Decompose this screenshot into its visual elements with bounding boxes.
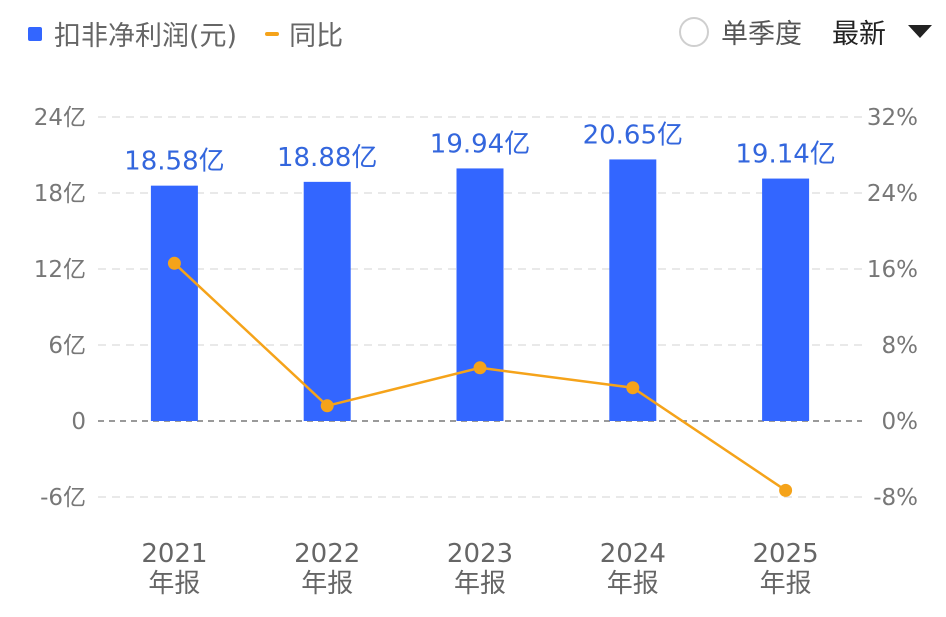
right-tick-label: -8% (873, 485, 918, 511)
left-tick-label: 12亿 (34, 257, 86, 283)
left-tick-label: 6亿 (48, 333, 86, 359)
data-labels: 18.58亿 18.88亿 19.94亿 20.65亿 19.14亿 (124, 120, 836, 176)
bar-2025[interactable] (762, 178, 810, 421)
x-category-year: 2024 (600, 539, 666, 569)
right-tick-label: 24% (867, 181, 918, 207)
x-category-period: 年报 (148, 569, 200, 599)
left-axis-ticks: 24亿 18亿 12亿 6亿 0 -6亿 (34, 105, 86, 511)
x-category-year: 2023 (447, 539, 513, 569)
yoy-point-2023[interactable] (473, 361, 487, 375)
legend-label-line: 同比 (289, 21, 344, 52)
quarter-toggle-label[interactable]: 单季度 (721, 19, 802, 50)
x-category-year: 2021 (141, 539, 207, 569)
bar-value-label: 20.65亿 (583, 120, 683, 150)
bar-2022[interactable] (303, 181, 351, 421)
bar-value-label: 19.94亿 (430, 129, 530, 159)
bar-value-label: 18.88亿 (277, 143, 377, 173)
legend-item-line[interactable]: 同比 (265, 14, 343, 53)
legend: 扣非净利润(元) 同比 (28, 14, 371, 53)
x-category-year: 2022 (294, 539, 360, 569)
period-select-value: 最新 (832, 19, 886, 50)
right-tick-label: 32% (867, 105, 918, 131)
chart-controls: 单季度 最新 (679, 12, 932, 51)
yoy-point-2021[interactable] (167, 256, 181, 270)
yoy-point-2025[interactable] (779, 483, 793, 497)
bar-2023[interactable] (456, 168, 504, 421)
x-category-period: 年报 (760, 569, 812, 599)
yoy-line-series (167, 256, 793, 497)
bar-value-label: 18.58亿 (124, 147, 224, 177)
x-category-period: 年报 (301, 569, 353, 599)
left-tick-label: 18亿 (34, 181, 86, 207)
right-tick-label: 8% (882, 333, 919, 359)
right-axis-ticks: 32% 24% 16% 8% 0% -8% (867, 105, 918, 511)
chart-header: 扣非净利润(元) 同比 单季度 最新 (0, 0, 946, 64)
yoy-point-2022[interactable] (320, 399, 334, 413)
bar-value-label: 19.14亿 (735, 140, 835, 170)
legend-label-bar: 扣非净利润(元) (54, 21, 238, 52)
bar-swatch-icon (28, 26, 42, 41)
bar-series (150, 159, 810, 421)
left-tick-label: -6亿 (40, 485, 86, 511)
line-swatch-icon (265, 31, 280, 36)
legend-item-bar[interactable]: 扣非净利润(元) (28, 14, 237, 53)
left-tick-label: 24亿 (34, 105, 86, 131)
bar-2021[interactable] (150, 185, 198, 421)
x-category-year: 2025 (753, 539, 819, 569)
yoy-point-2024[interactable] (626, 381, 640, 395)
period-select[interactable]: 最新 (832, 12, 932, 51)
x-category-period: 年报 (454, 569, 506, 599)
bar-2024[interactable] (609, 159, 657, 421)
right-tick-label: 0% (882, 409, 919, 435)
quarter-radio-icon[interactable] (679, 16, 709, 47)
x-category-period: 年报 (607, 569, 659, 599)
right-tick-label: 16% (867, 257, 918, 283)
caret-down-icon (908, 25, 932, 38)
left-tick-label: 0 (71, 409, 86, 435)
